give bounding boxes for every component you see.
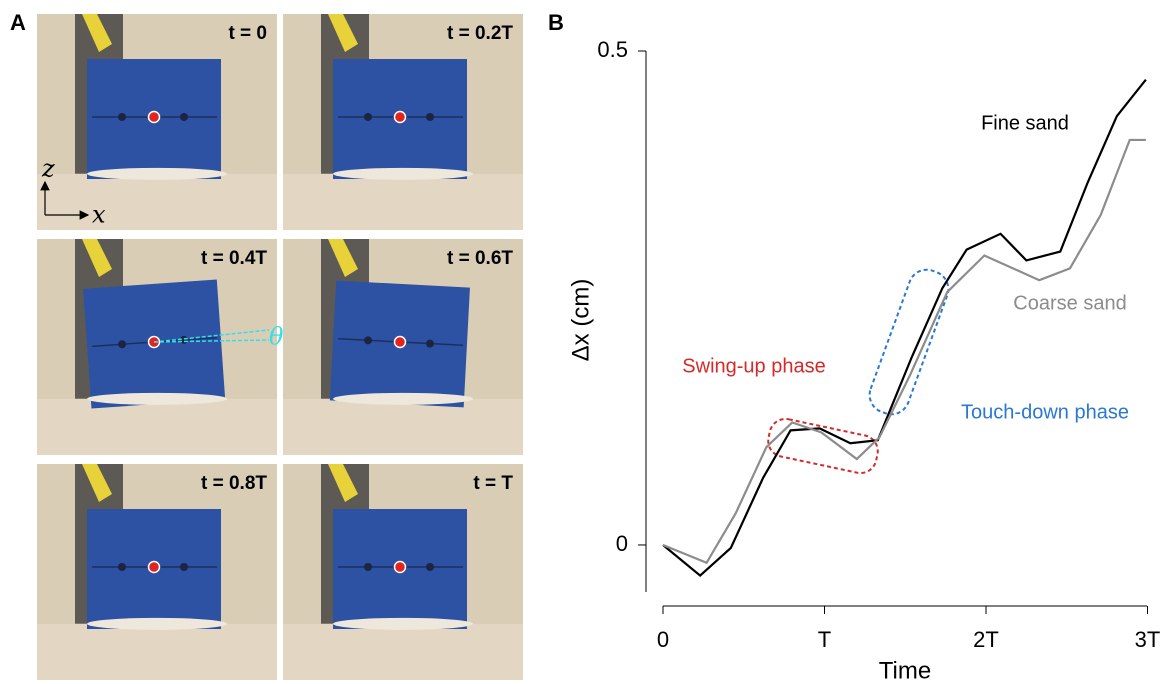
sand-puff [333,392,473,405]
plate [333,59,467,179]
phase-outline [868,268,950,416]
x-tick-label: 0 [657,627,669,652]
clip [328,239,358,277]
panel-label: B [548,10,564,35]
dot [425,339,434,348]
plate [83,279,226,409]
photo [283,14,523,230]
sand-ledge [283,398,523,455]
dot [180,113,188,121]
photo [283,239,523,455]
x-tick-label: 3T [1135,627,1161,652]
time-label: t = T [473,473,513,494]
dot [364,113,372,121]
dot [118,113,126,121]
dot [426,113,434,121]
dot [364,563,372,571]
y-tick-label: 0.5 [597,37,628,62]
dot [118,340,127,349]
marker-dot [393,110,407,124]
angle-line [153,329,270,343]
photo [37,14,277,230]
marker-dot [147,110,161,124]
photo-grid: t = 0 z x t = 0.2T t = 0.4T θ t = 0.6T t = 0.8T… [37,14,523,680]
dot [118,563,126,571]
sand-ledge [283,623,523,680]
series-label: Coarse sand [1013,292,1126,314]
dot [426,563,434,571]
angle-label: θ [269,323,284,351]
chart: Time Δx (cm) Swing-up phase Touch-down p… [567,37,1160,684]
clip [82,464,112,502]
time-label: t = 0.4T [201,248,267,269]
x-axis-label: Time [879,657,931,684]
plate [329,280,470,408]
dot [364,336,373,345]
sand-ledge [37,173,277,230]
marker-dot [393,335,407,349]
panel-label: A [10,10,26,35]
photo [37,464,277,680]
time-label: t = 0.6T [447,248,513,269]
time-label: t = 0.2T [447,23,513,44]
y-axis-label: Δx (cm) [567,279,594,362]
plate [87,509,221,629]
annotation: Swing-up phase [682,355,825,377]
sand-puff [87,617,227,630]
axis-glyph: x [92,201,106,229]
sand-ledge [283,173,523,230]
dot [180,563,188,571]
clip [82,14,112,52]
axis-glyph: z [41,155,55,183]
photo [283,464,523,680]
x-tick-label: 2T [973,627,999,652]
sand-puff [333,617,473,630]
plate [333,509,467,629]
time-label: t = 0.8T [201,473,267,494]
series-label: Fine sand [981,112,1069,134]
phase-outline [767,417,879,475]
annotation: Touch-down phase [961,401,1129,423]
clip [328,464,358,502]
sand-puff [333,167,473,180]
data-line [662,78,1147,578]
y-tick-label: 0 [616,531,628,556]
photo [37,239,277,455]
sand-ledge [37,623,277,680]
marker-dot [147,560,161,574]
sand-puff [87,392,227,405]
x-tick-label: T [818,627,831,652]
marker-dot [393,560,407,574]
clip [82,239,112,277]
angle-line [153,339,270,343]
sand-puff [87,167,227,180]
plate [87,59,221,179]
clip [328,14,358,52]
sand-ledge [37,398,277,455]
time-label: t = 0 [228,23,267,44]
data-line [662,138,1146,565]
